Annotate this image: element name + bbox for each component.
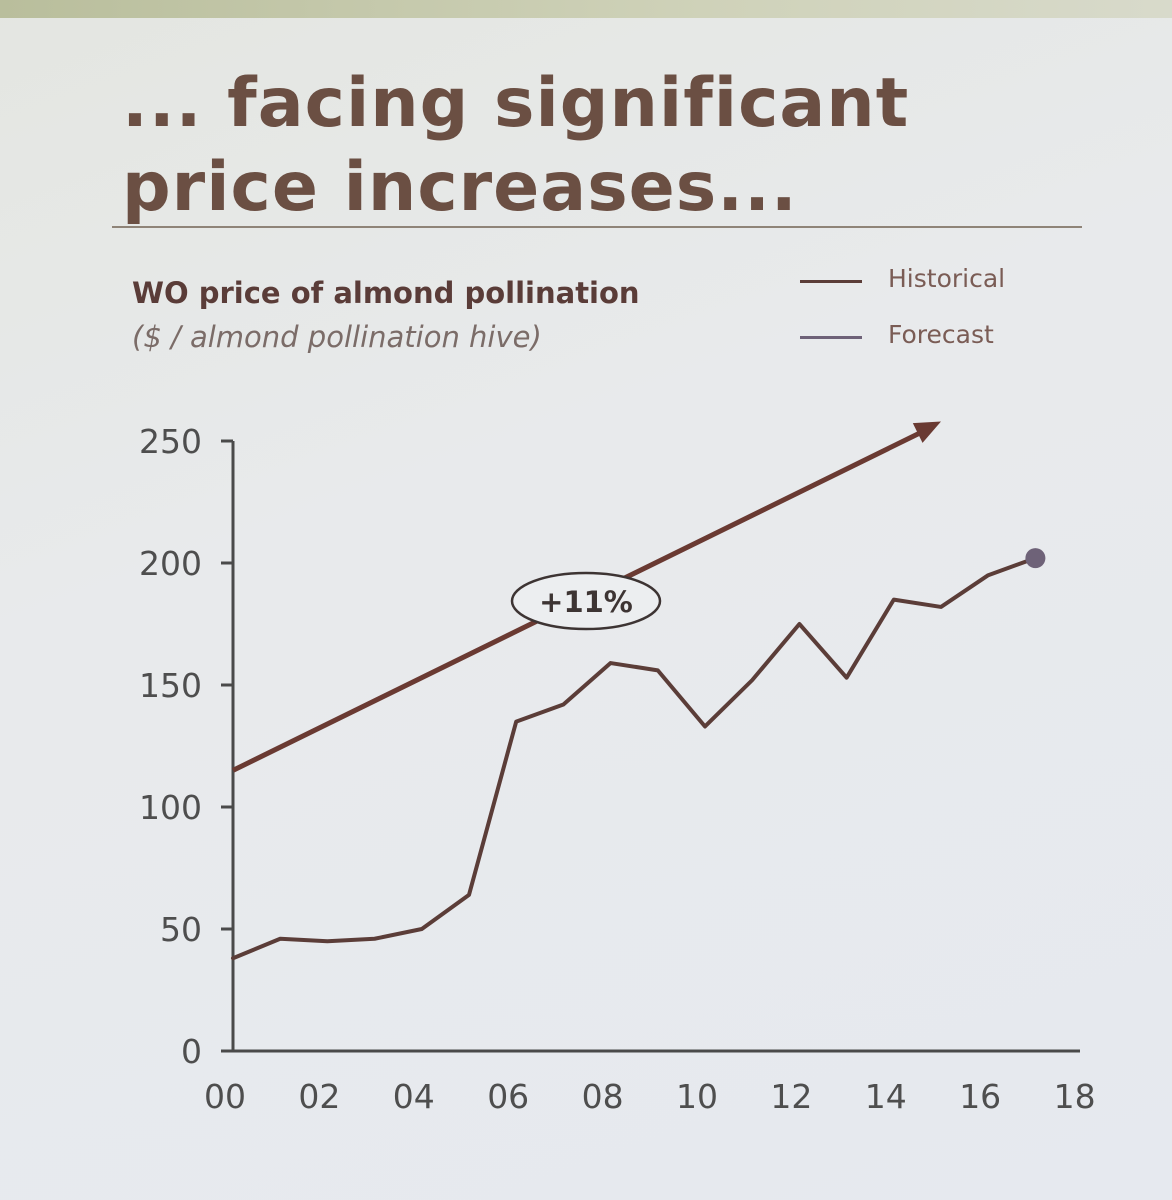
x-tick-label: 14 [865, 1077, 907, 1116]
forecast-point [1025, 548, 1046, 569]
legend-item-historical: Historical [800, 262, 1060, 302]
x-tick-label: 04 [393, 1077, 435, 1116]
slide-title: ... facing significant price increases..… [122, 62, 1042, 230]
legend-label-historical: Historical [888, 264, 1006, 293]
x-tick-label: 16 [959, 1077, 1001, 1116]
chart-title: WO price of almond pollination [132, 276, 640, 310]
legend-swatch-forecast [800, 336, 862, 339]
y-tick-label: 50 [160, 910, 202, 949]
slide-title-line-1: ... facing significant [122, 64, 910, 143]
legend-label-forecast: Forecast [888, 320, 994, 349]
x-tick-label: 02 [298, 1077, 340, 1116]
cagr-bubble [510, 571, 662, 631]
y-tick-label: 100 [139, 788, 202, 827]
y-tick-label: 250 [139, 422, 202, 461]
cagr-label: +11% [539, 585, 633, 619]
historical-series-line [231, 556, 1038, 961]
legend-item-forecast: Forecast [800, 318, 1060, 358]
x-tick-label: 10 [676, 1077, 718, 1116]
y-tick-label: 200 [139, 544, 202, 583]
chart-subtitle: ($ / almond pollination hive) [132, 320, 542, 354]
slide-title-line-2: price increases... [122, 148, 798, 227]
x-tick-label: 12 [770, 1077, 812, 1116]
top-decorative-strip [0, 0, 1172, 18]
title-divider [112, 226, 1082, 228]
x-tick-label: 18 [1054, 1077, 1096, 1116]
y-tick-label: 150 [139, 666, 202, 705]
x-tick-label: 08 [582, 1077, 624, 1116]
x-tick-label: 06 [487, 1077, 529, 1116]
trend-arrow-head [912, 421, 941, 443]
x-tick-label: 00 [204, 1077, 246, 1116]
legend-swatch-historical [800, 280, 862, 283]
y-tick-label: 0 [181, 1032, 202, 1071]
